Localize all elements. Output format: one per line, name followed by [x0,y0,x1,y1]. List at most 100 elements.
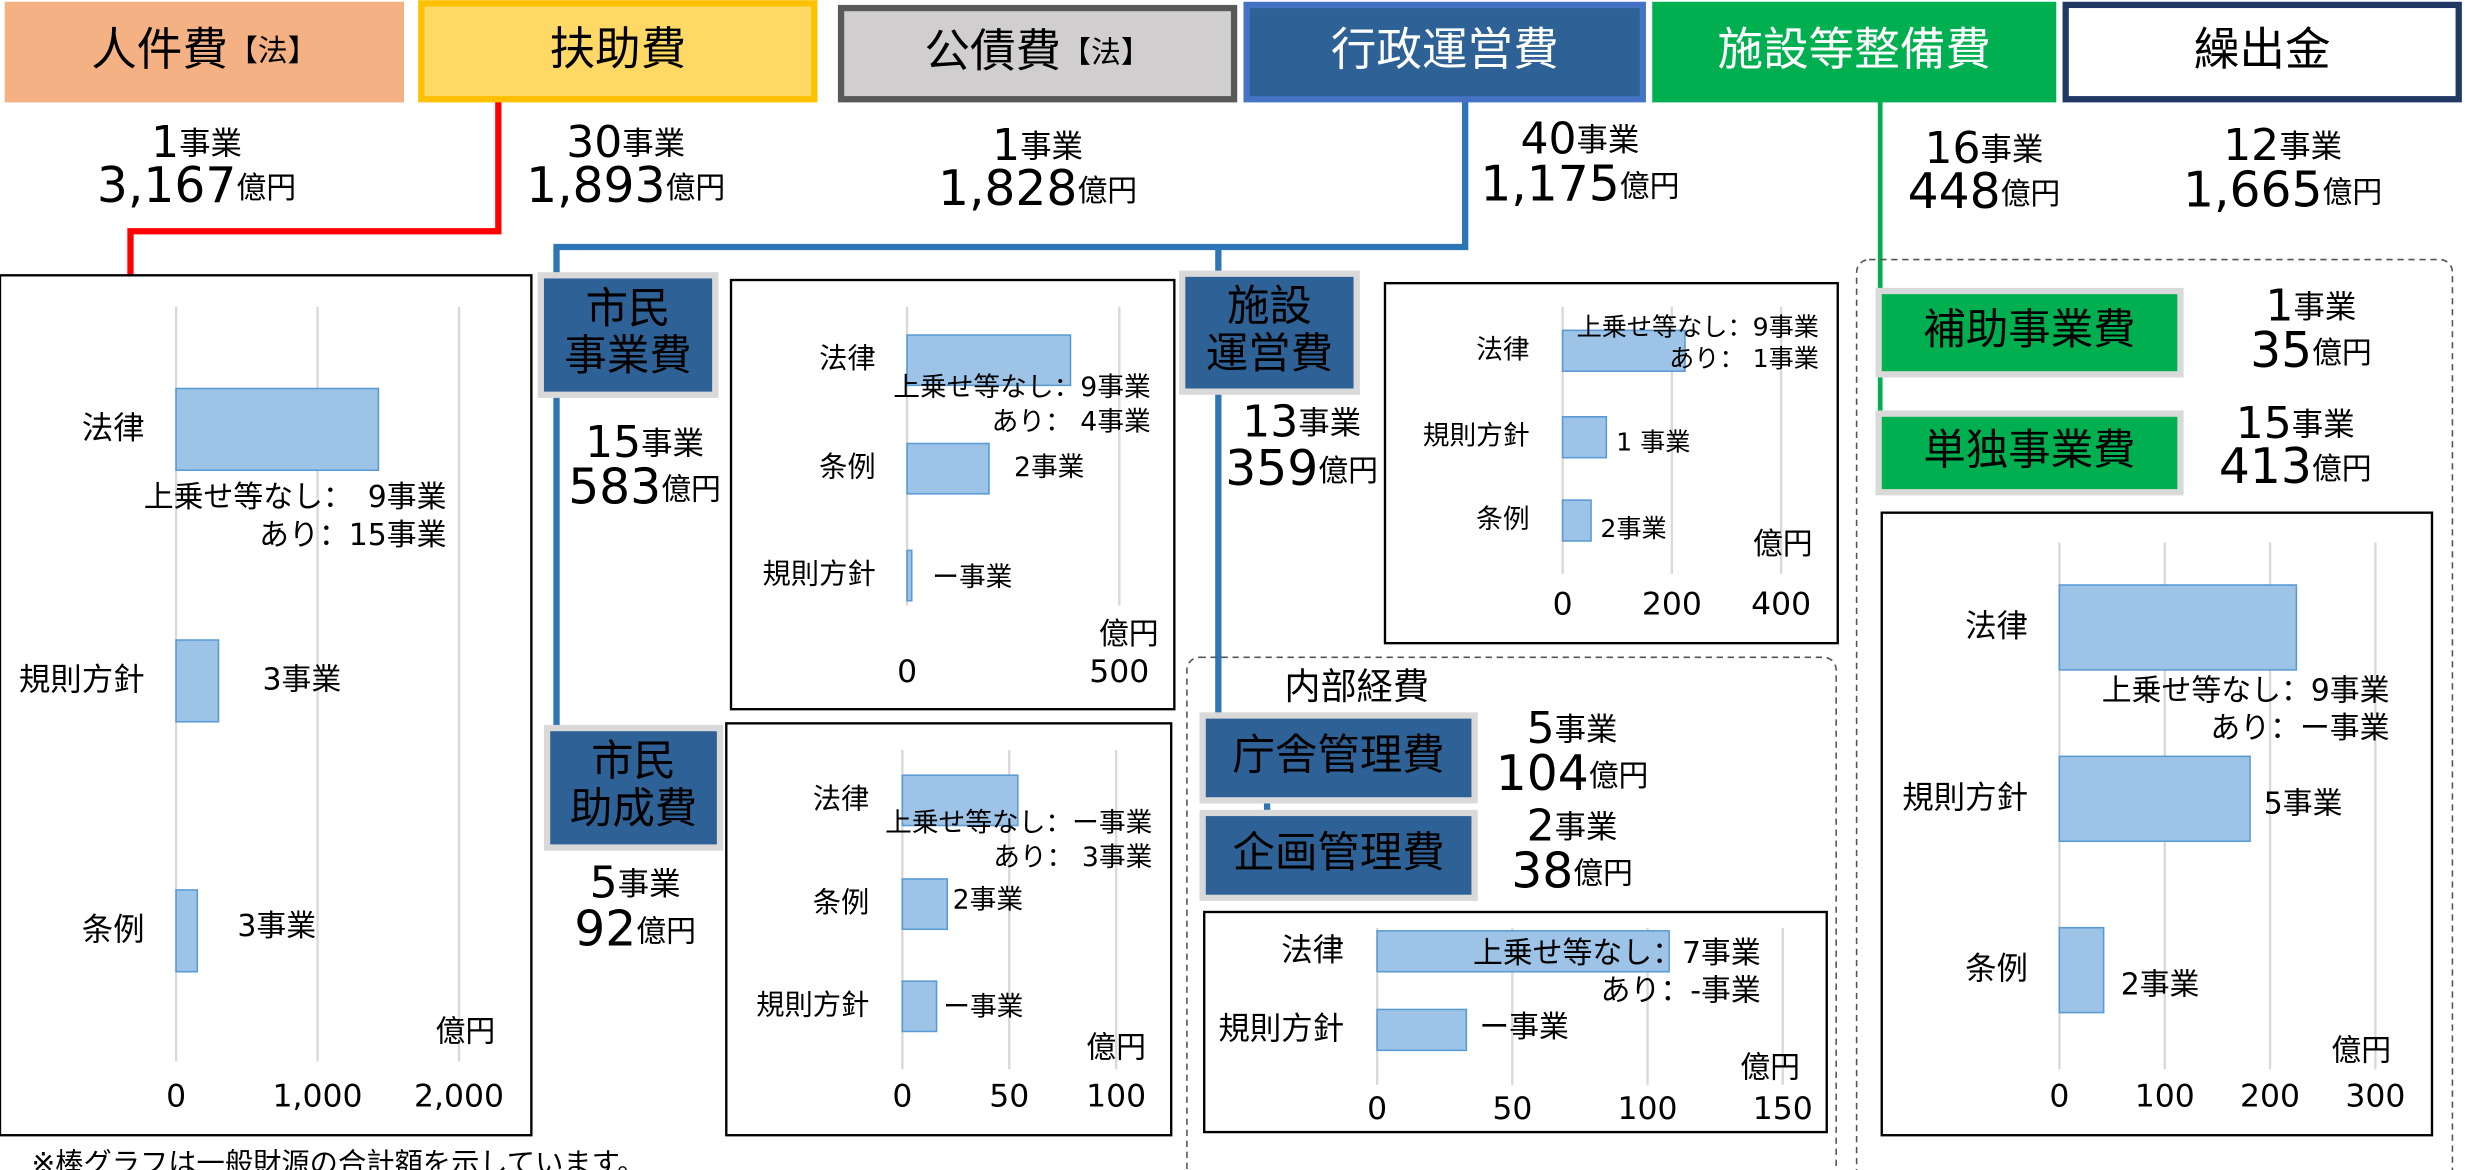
count-unit: 事業 [2294,289,2357,325]
unit-label: 億円 [1740,1051,1800,1086]
category-label: 法律 [819,342,876,375]
bar-annotation: 上乗せ等なし：9事業 [893,372,1150,403]
unit-label: 億円 [1086,1030,1146,1065]
amount: 583億円 [568,460,721,516]
x-tick-label: 200 [1642,586,1702,622]
subgroup-label: 市民 [586,285,671,334]
bar-annotation: 上乗せ等なし：ー事業 [885,807,1152,838]
header-label: 人件費【法】 [91,23,317,76]
bar-annotation: ー事業 [943,991,1023,1022]
dashed-group [1186,656,1837,1170]
bar-annotation: 上乗せ等なし：9事業 [1577,313,1819,342]
x-tick-label: 0 [1367,1091,1387,1127]
bar-annotation: あり：ー事業 [2210,711,2389,746]
header-box [2062,1,2462,103]
unit-label: 億円 [1753,527,1813,562]
count: 15事業 [585,417,704,468]
amount-number: 1,828 [938,161,1077,217]
amount-unit: 億円 [1318,453,1378,488]
count-number: 40 [1520,114,1576,165]
header-label: 公債費【法】 [924,24,1150,77]
x-tick-label: 100 [1086,1078,1146,1114]
count-unit: 事業 [1555,712,1618,748]
subgroup-label: 市民 [591,738,676,787]
count-number: 30 [566,117,622,168]
subgroup-label: 運営費 [1206,330,1333,379]
count: 30事業 [566,117,685,168]
subgroup-box [537,272,719,398]
amount: 448億円 [1908,164,2061,220]
count-unit: 事業 [622,126,685,162]
amount-unit: 億円 [1573,856,1633,891]
header-box [4,1,405,103]
subgroup-label: 庁舎管理費 [1233,731,1445,780]
count-unit: 事業 [1298,406,1361,442]
count-number: 15 [2236,398,2292,449]
amount-number: 35 [2250,323,2312,379]
bar-annotation: ー事業 [1479,1010,1569,1045]
amount-unit: 億円 [661,472,721,507]
subgroup-box [1199,712,1478,804]
count: 1事業 [2266,280,2357,331]
bar [901,980,938,1033]
count: 5事業 [590,857,681,908]
header-text: 繰出金 [2194,23,2331,76]
bar-annotation: 3事業 [263,662,342,697]
count-unit: 事業 [2279,129,2342,165]
amount-number: 38 [1511,843,1573,899]
x-tick-label: 0 [1553,586,1573,622]
x-tick-label: 0 [897,654,917,690]
count-number: 13 [1242,397,1298,448]
amount-unit: 億円 [2323,175,2383,210]
header-box [1243,1,1646,103]
count-number: 1 [2266,280,2294,331]
bar-annotation: ー事業 [932,562,1012,593]
bar [2058,926,2105,1014]
count-unit: 事業 [2292,407,2355,443]
category-label: 条例 [1476,504,1529,535]
x-tick-label: 0 [166,1078,186,1114]
x-tick-label: 2,000 [414,1078,504,1114]
amount: 1,175億円 [1480,156,1679,212]
count: 1事業 [992,120,1083,171]
group-label: 内部経費 [1284,665,1429,708]
connector [553,99,1469,276]
count-number: 12 [2223,120,2279,171]
x-tick-label: 200 [2240,1078,2300,1114]
subgroup-box [1875,410,2184,496]
count: 5事業 [1527,703,1618,754]
bar-annotation: あり： 4事業 [992,407,1151,438]
count: 1事業 [151,117,242,168]
amount-number: 413 [2219,439,2312,495]
amount: 1,665億円 [2183,163,2382,219]
footnote: ※棒グラフは一般財源の合計額を示しています。 [31,1147,645,1170]
category-label: 法律 [82,410,145,446]
count-unit: 事業 [1576,123,1639,159]
header-label: 繰出金 [2194,23,2331,76]
x-tick-label: 0 [2049,1078,2069,1114]
category-label: 規則方針 [756,988,869,1021]
count-number: 5 [590,857,618,908]
unit-label: 億円 [435,1015,495,1050]
x-tick-label: 500 [1089,654,1149,690]
subgroup-label: 補助事業費 [1923,306,2135,355]
bar [1561,499,1592,542]
bar [906,334,1072,387]
x-tick-label: 1,000 [273,1078,363,1114]
amount-number: 448 [1908,164,2001,220]
bar [175,387,380,472]
amount: 359億円 [1225,441,1378,497]
header-text: 公債費 [924,24,1061,77]
category-label: 条例 [819,451,876,484]
amount: 38億円 [1511,843,1633,899]
subgroup-box [543,724,724,851]
header-text: 施設等整備費 [1718,23,1991,76]
subgroup-label: 施設 [1227,283,1312,332]
bar-annotation: 2事業 [953,884,1023,915]
bar-annotation: 1 事業 [1616,428,1690,457]
amount: 1,828億円 [938,161,1137,217]
amount: 1,893億円 [526,158,725,214]
bar [175,889,199,973]
